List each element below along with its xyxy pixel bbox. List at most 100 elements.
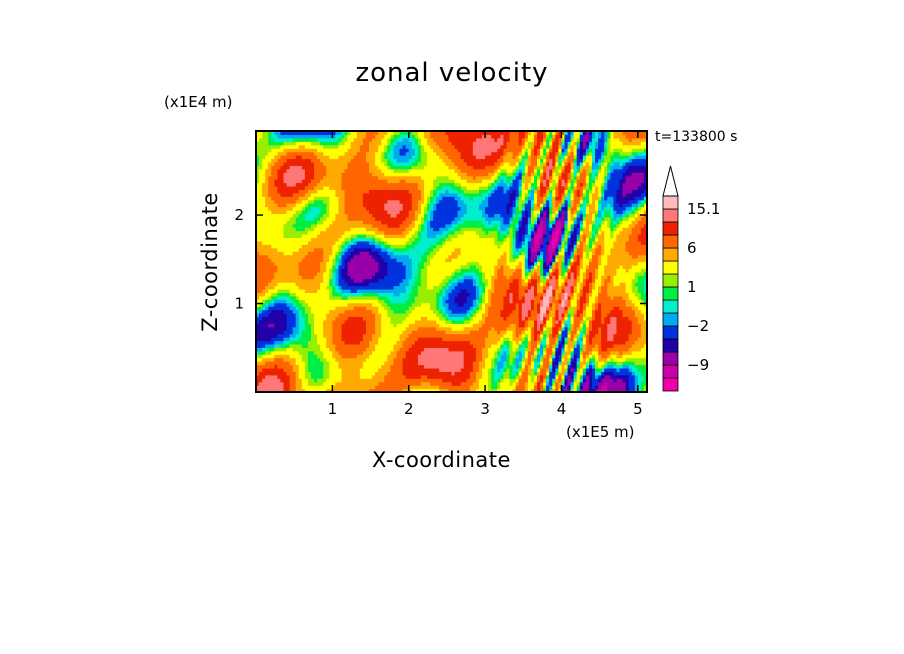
field-cell	[292, 185, 297, 190]
field-cell	[433, 151, 437, 156]
field-cell	[347, 151, 352, 156]
field-cell	[317, 282, 321, 287]
field-cell	[402, 220, 407, 225]
field-cell	[417, 354, 422, 359]
field-cell	[292, 319, 297, 324]
field-cell	[439, 306, 443, 311]
field-cell	[335, 155, 340, 160]
field-cell	[347, 158, 352, 163]
field-cell	[286, 357, 291, 362]
field-cell	[390, 168, 395, 173]
field-cell	[369, 306, 373, 311]
field-cell	[307, 148, 312, 153]
field-cell	[292, 378, 297, 383]
field-cell	[256, 268, 260, 273]
field-cell	[295, 388, 300, 393]
field-cell	[384, 282, 388, 287]
field-cell	[314, 141, 318, 146]
field-cell	[326, 258, 330, 263]
field-cell	[439, 234, 443, 239]
field-cell	[365, 206, 370, 211]
field-cell	[424, 330, 428, 335]
field-cell	[292, 213, 297, 218]
field-cell	[356, 216, 361, 221]
field-cell	[283, 151, 288, 156]
field-cell	[350, 203, 355, 208]
field-cell	[317, 179, 321, 184]
field-cell	[317, 343, 321, 348]
field-cell	[427, 357, 431, 362]
field-cell	[280, 309, 285, 314]
field-cell	[356, 350, 361, 355]
field-cell	[433, 347, 437, 352]
field-cell	[320, 350, 324, 355]
field-cell	[420, 251, 425, 256]
field-cell	[427, 234, 431, 239]
field-cell	[396, 306, 401, 311]
field-cell	[362, 185, 367, 190]
field-cell	[381, 378, 385, 383]
field-cell	[283, 206, 288, 211]
field-cell	[295, 343, 300, 348]
field-cell	[445, 213, 450, 218]
field-cell	[320, 309, 324, 314]
field-cell	[265, 223, 269, 228]
field-cell	[445, 282, 450, 287]
field-cell	[292, 374, 297, 379]
field-cell	[301, 203, 306, 208]
field-cell	[295, 131, 300, 136]
field-cell	[399, 371, 404, 376]
field-cell	[387, 216, 391, 221]
field-cell	[414, 216, 419, 221]
field-cell	[448, 158, 453, 163]
field-cell	[292, 189, 297, 194]
field-cell	[332, 144, 337, 149]
field-cell	[265, 185, 269, 190]
field-cell	[271, 295, 275, 300]
field-cell	[323, 367, 327, 372]
field-cell	[289, 227, 294, 232]
field-cell	[375, 271, 379, 276]
field-cell	[408, 381, 413, 386]
field-cell	[356, 251, 361, 256]
field-cell	[359, 323, 364, 328]
field-cell	[411, 131, 416, 136]
field-cell	[344, 354, 349, 359]
field-cell	[271, 381, 275, 386]
field-cell	[304, 179, 309, 184]
field-cell	[256, 237, 260, 242]
field-cell	[448, 378, 453, 383]
field-cell	[427, 295, 431, 300]
field-cell	[393, 333, 398, 338]
field-cell	[314, 282, 318, 287]
field-cell	[280, 213, 285, 218]
field-cell	[347, 189, 352, 194]
field-cell	[381, 192, 385, 197]
field-cell	[399, 165, 404, 170]
field-cell	[326, 285, 330, 290]
field-cell	[271, 251, 275, 256]
field-cell	[304, 189, 309, 194]
field-cell	[338, 134, 343, 139]
field-cell	[445, 309, 450, 314]
field-cell	[292, 192, 297, 197]
field-cell	[393, 278, 398, 283]
field-cell	[298, 223, 303, 228]
field-cell	[289, 364, 294, 369]
field-cell	[283, 285, 288, 290]
field-cell	[353, 244, 358, 249]
field-cell	[265, 385, 269, 390]
field-cell	[353, 192, 358, 197]
field-cell	[420, 340, 425, 345]
field-cell	[301, 206, 306, 211]
field-cell	[277, 275, 282, 280]
field-cell	[375, 148, 379, 153]
field-cell	[451, 220, 456, 225]
field-cell	[317, 385, 321, 390]
field-cell	[378, 179, 382, 184]
field-cell	[265, 182, 269, 187]
field-cell	[451, 282, 456, 287]
field-cell	[280, 258, 285, 263]
field-cell	[390, 251, 395, 256]
field-cell	[268, 323, 272, 328]
